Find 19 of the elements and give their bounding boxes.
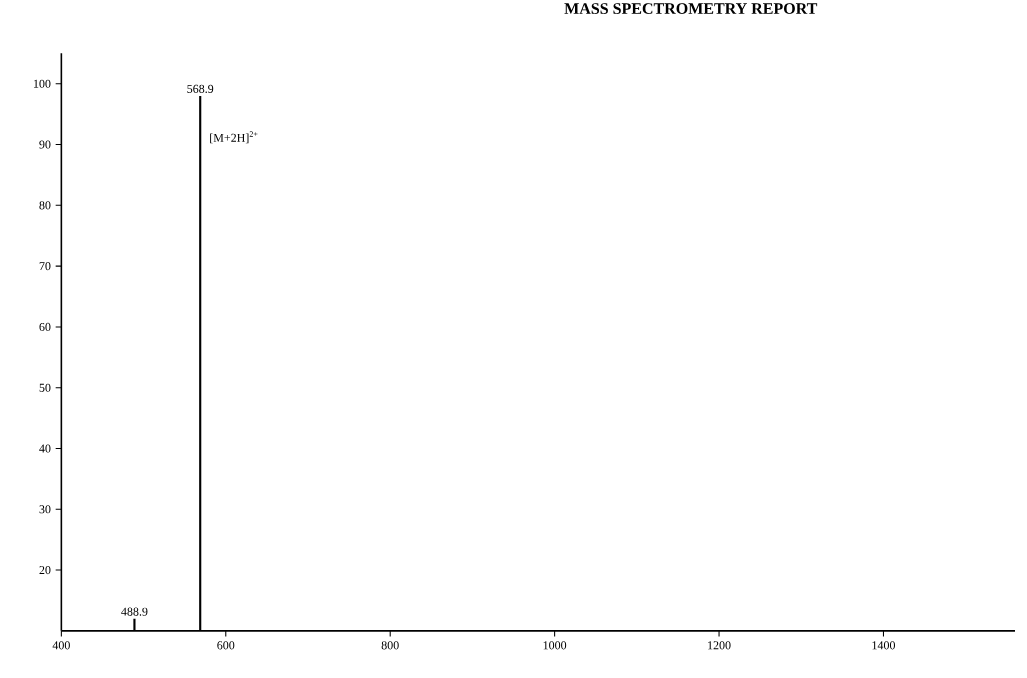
x-tick-label: 600 xyxy=(217,641,235,650)
chart-title: MASS SPECTROMETRY REPORT xyxy=(564,3,818,15)
x-tick-label: 1000 xyxy=(543,641,567,650)
y-tick-label: 70 xyxy=(39,262,51,271)
y-tick-label: 40 xyxy=(39,444,51,453)
y-tick-label: 30 xyxy=(39,505,51,514)
y-tick-label: 80 xyxy=(39,201,51,210)
annotation: 568.9 xyxy=(187,85,214,94)
x-tick-label: 1200 xyxy=(708,641,731,650)
y-tick-label: 20 xyxy=(39,566,51,575)
x-tick-label: 400 xyxy=(52,641,70,650)
annotation: [M+2H]$^{2+}$ xyxy=(210,131,258,144)
x-tick-label: 800 xyxy=(381,641,399,650)
y-tick-label: 60 xyxy=(39,323,51,332)
x-tick-label: 1400 xyxy=(872,641,896,650)
annotation: 488.9 xyxy=(121,607,148,616)
y-tick-label: 100 xyxy=(33,79,51,89)
y-tick-label: 50 xyxy=(39,383,51,392)
y-tick-label: 90 xyxy=(39,140,51,149)
